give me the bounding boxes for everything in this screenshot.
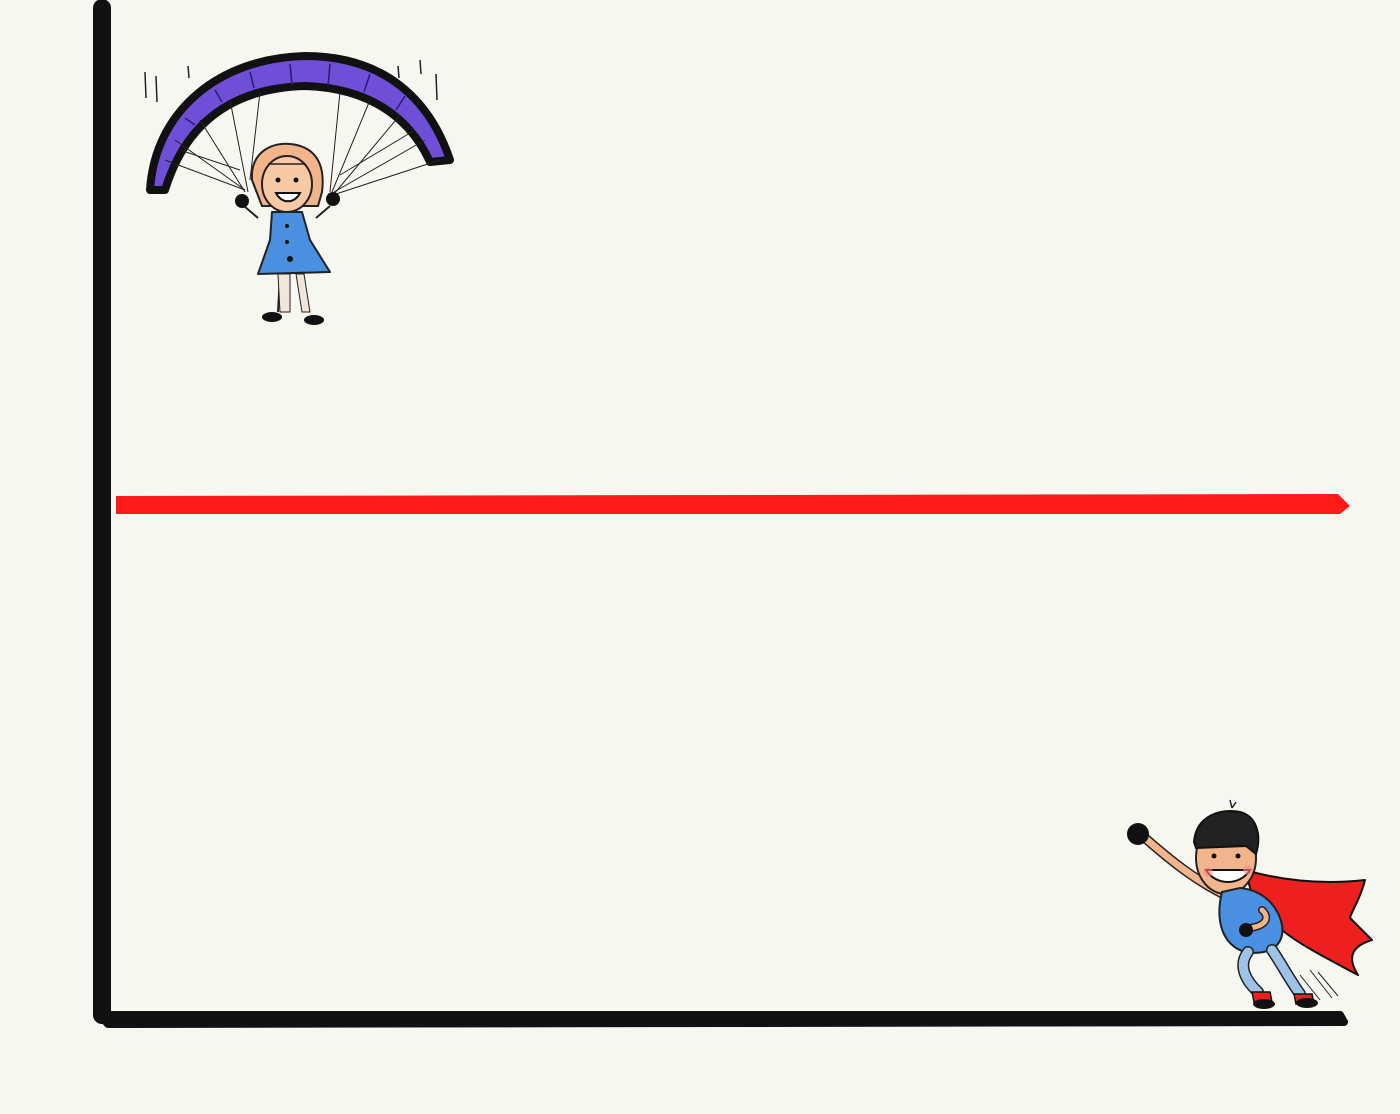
canopy-cells	[184, 63, 406, 126]
right-hand	[326, 192, 340, 206]
threshold-line	[116, 494, 1350, 514]
suspension-lines	[164, 91, 441, 195]
motion-lines	[1299, 969, 1339, 1001]
hero-hair	[1192, 810, 1260, 856]
raised-fist	[1127, 823, 1149, 845]
cape	[1244, 869, 1373, 976]
canopy	[146, 52, 454, 194]
x-axis	[96, 1011, 1348, 1028]
dress	[257, 211, 331, 275]
paragliding-girl-illustration	[144, 52, 454, 325]
left-hand	[235, 194, 249, 208]
superhero-boy-illustration	[1127, 799, 1373, 1009]
wind-marks	[144, 59, 438, 103]
